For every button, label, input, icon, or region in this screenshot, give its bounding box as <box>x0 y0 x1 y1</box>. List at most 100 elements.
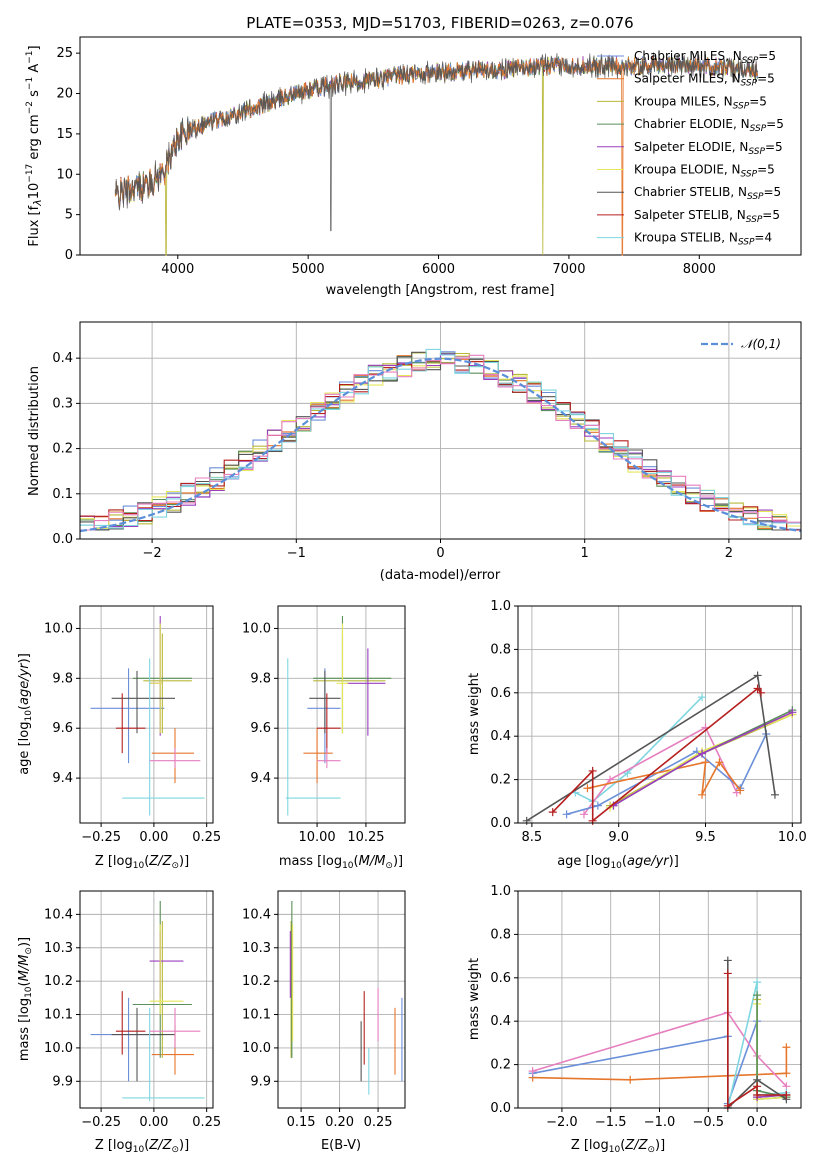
y-tick-label: 10.0 <box>242 1041 271 1056</box>
y-tick-label: 10.4 <box>44 907 73 922</box>
x-tick-label: 10.0 <box>778 830 807 845</box>
x-tick-label: −2.0 <box>546 1115 578 1130</box>
x-tick-label: 0.00 <box>139 830 168 845</box>
weight-line <box>532 1047 788 1081</box>
ageMass-panel-frame <box>277 605 406 824</box>
y-tick-label: 9.6 <box>52 721 73 736</box>
y-tick-label: 9.9 <box>52 1074 73 1089</box>
legend-label: Kroupa STELIB, NSSP=4 <box>634 231 772 248</box>
y-tick-label: 10.1 <box>44 1008 73 1023</box>
x-tick-label: 2 <box>725 546 733 561</box>
spectrum-legend: Chabrier MILES, NSSP=5 Salpeter MILES, NS… <box>597 49 784 248</box>
y-tick-label: 10.2 <box>242 974 271 989</box>
weight-marker <box>698 693 707 702</box>
weight-marker <box>757 688 766 697</box>
spectrum-panel: 4000 5000 6000 7000 8000 0 5 10 15 20 25 Chabrier … <box>25 36 802 298</box>
weightAge-panel-frame <box>517 605 802 824</box>
weight-marker <box>723 969 732 978</box>
y-tick-label: 10 <box>56 167 73 182</box>
weight-marker <box>715 758 724 767</box>
y-tick-label: 15 <box>56 127 73 142</box>
ageMass-panel: 10.00 10.25 9.4 9.6 9.8 10.0 <box>242 605 406 845</box>
legend-label: Salpeter ELODIE, NSSP=5 <box>634 140 783 157</box>
ageMass-xlabel: mass [log10(M/M⊙)] <box>279 854 403 871</box>
massEbv-panel-grid <box>278 891 405 1108</box>
legend-label: Salpeter MILES, NSSP=5 <box>634 72 775 89</box>
ageZ-xlabel: Z [log10(Z/Z⊙)] <box>95 854 189 871</box>
y-tick-label: 25 <box>56 46 73 61</box>
weight-marker <box>770 790 779 799</box>
ageMass-panel-data <box>285 615 392 816</box>
y-tick-label: 9.4 <box>250 771 271 786</box>
x-tick-label: 1 <box>581 546 589 561</box>
ageZ-panel-axes: −0.25 0.00 0.25 9.4 9.6 9.8 10.0 <box>44 621 221 845</box>
x-tick-label: −1.5 <box>595 1115 627 1130</box>
weight-marker <box>782 1069 791 1078</box>
legend-label: Chabrier STELIB, NSSP=5 <box>634 185 781 202</box>
residuals-legend: 𝒩(0,1) <box>701 337 781 351</box>
y-tick-label: 1.0 <box>490 599 511 614</box>
x-tick-label: 0.00 <box>139 1115 168 1130</box>
weight-marker <box>753 991 762 1000</box>
weightZ-panel-data <box>528 956 791 1112</box>
y-tick-label: 5 <box>65 208 73 223</box>
y-tick-label: 10.1 <box>242 1008 271 1023</box>
y-tick-label: 0.2 <box>490 1058 511 1073</box>
y-tick-label: 9.6 <box>250 721 271 736</box>
x-tick-label: 5000 <box>292 262 325 277</box>
weightAge-panel-grid <box>518 605 801 824</box>
histogram-pink <box>80 354 801 531</box>
weightZ-panel: −2.0 −1.5 −1.0 −0.5 0.0 0.0 0.2 0.4 0.6 0.8 1.0 <box>490 884 802 1130</box>
weightAge-panel-axes: 8.5 9.0 9.5 10.0 0.0 0.2 0.4 0.6 0.8 1.0 <box>490 599 806 845</box>
ageZ-panel-data <box>90 615 205 816</box>
ageMass-panel-axes: 10.00 10.25 9.4 9.6 9.8 10.0 <box>242 621 384 845</box>
x-tick-label: 0.25 <box>192 1115 221 1130</box>
y-tick-label: 0.4 <box>52 351 73 366</box>
y-tick-label: 0.4 <box>490 1014 511 1029</box>
weight-marker <box>753 978 762 987</box>
x-tick-label: 8000 <box>683 262 716 277</box>
x-tick-label: 9.5 <box>695 830 716 845</box>
residuals-panel: −2 −1 0 1 2 0.0 0.1 0.2 0.3 0.4 𝒩(0,1) (data-mode… <box>27 321 802 583</box>
y-tick-label: 10.2 <box>44 974 73 989</box>
y-tick-label: 0.6 <box>490 686 511 701</box>
massZ-panel-grid <box>80 891 213 1108</box>
y-tick-label: 0.0 <box>52 532 73 547</box>
weight-marker <box>626 1075 635 1084</box>
y-tick-label: 0.2 <box>52 442 73 457</box>
y-tick-label: 9.9 <box>250 1074 271 1089</box>
y-tick-label: 9.4 <box>52 771 73 786</box>
massEbv-panel-axes: 0.15 0.20 0.25 9.9 10.0 10.1 10.2 10.3 10.4 <box>242 907 392 1130</box>
ageZ-panel-frame <box>79 605 214 824</box>
y-tick-label: 0.0 <box>490 1101 511 1116</box>
weight-marker <box>593 801 602 810</box>
massEbv-panel-frame <box>277 890 406 1109</box>
weight-marker <box>753 1082 762 1091</box>
x-tick-label: 0.25 <box>192 830 221 845</box>
residuals-xlabel: (data-model)/error <box>380 568 501 583</box>
y-tick-label: 10.3 <box>242 941 271 956</box>
weightAge-xlabel: age [log10(age/yr)] <box>557 854 679 871</box>
y-tick-label: 10.0 <box>44 621 73 636</box>
massEbv-panel-data <box>289 901 403 1095</box>
y-tick-label: 9.8 <box>250 671 271 686</box>
ageMass-panel-grid <box>278 606 405 823</box>
legend-label: Kroupa MILES, NSSP=5 <box>634 94 767 111</box>
x-tick-label: 10.00 <box>298 830 335 845</box>
weight-marker <box>698 749 707 758</box>
weight-marker <box>522 816 531 825</box>
y-tick-label: 0 <box>65 248 73 263</box>
weight-marker <box>588 766 597 775</box>
weightAge-panel: 8.5 9.0 9.5 10.0 0.0 0.2 0.4 0.6 0.8 1.0 <box>490 599 806 845</box>
massZ-panel-data <box>90 901 205 1102</box>
y-tick-label: 20 <box>56 87 73 102</box>
weight-line <box>532 1011 787 1087</box>
massEbv-panel: 0.15 0.20 0.25 9.9 10.0 10.1 10.2 10.3 10.4 <box>242 890 406 1130</box>
figure-title: PLATE=0353, MJD=51703, FIBERID=0263, z=0… <box>246 14 633 32</box>
weightZ-xlabel: Z [log10(Z/Z⊙)] <box>571 1138 665 1155</box>
x-tick-label: −1.0 <box>644 1115 676 1130</box>
weight-marker <box>583 784 592 793</box>
spectrum-xlabel: wavelength [Angstrom, rest frame] <box>326 283 555 298</box>
weightZ-panel-axes: −2.0 −1.5 −1.0 −0.5 0.0 0.0 0.2 0.4 0.6 0.8 1.0 <box>490 884 767 1130</box>
small-panels: −0.25 0.00 0.25 9.4 9.6 9.8 10.0 10.00 10.25 9.4 9… <box>44 599 807 1130</box>
